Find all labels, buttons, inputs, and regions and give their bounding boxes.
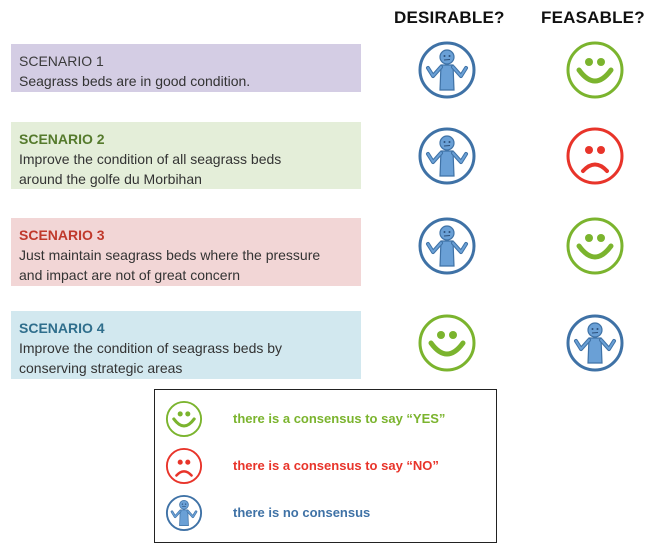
- no-consensus-icon: [417, 40, 477, 100]
- scenario-description-line: Seagrass beds are in good condition.: [19, 73, 251, 89]
- scenario-title: SCENARIO 4: [19, 320, 105, 336]
- desirable-column-header: DESIRABLE?: [394, 8, 505, 27]
- legend-label-none: there is no consensus: [233, 505, 371, 520]
- legend-label-yes: there is a consensus to say “YES”: [233, 411, 446, 426]
- no-consensus-icon: [417, 126, 477, 186]
- scenario-title: SCENARIO 2: [19, 131, 105, 147]
- scenario-1-box: SCENARIO 1 Seagrass beds are in good con…: [11, 44, 361, 92]
- scenario-description-line: and impact are not of great concern: [19, 267, 241, 283]
- scenario-4-box: SCENARIO 4 Improve the condition of seag…: [11, 311, 361, 379]
- scenario-description-line: Improve the condition of all seagrass be…: [19, 151, 282, 167]
- legend-box: there is a consensus to say “YES” there …: [154, 389, 497, 543]
- scenario-description-line: Just maintain seagrass beds where the pr…: [19, 247, 321, 263]
- no-consensus-no-icon: [165, 447, 203, 485]
- legend-item-none: there is no consensus: [165, 494, 485, 534]
- no-consensus-icon: [165, 494, 203, 532]
- no-consensus-icon: [417, 216, 477, 276]
- legend-label-no: there is a consensus to say “NO”: [233, 458, 439, 473]
- scenario-description-line: around the golfe du Morbihan: [19, 171, 202, 187]
- no-consensus-no-icon: [565, 126, 625, 186]
- scenario-description-line: Improve the condition of seagrass beds b…: [19, 340, 283, 356]
- scenario-2-box: SCENARIO 2 Improve the condition of all …: [11, 122, 361, 189]
- yes-consensus-icon: [565, 40, 625, 100]
- yes-consensus-icon: [417, 313, 477, 373]
- scenario-title: SCENARIO 3: [19, 227, 105, 243]
- no-consensus-icon: [565, 313, 625, 373]
- yes-consensus-icon: [165, 400, 203, 438]
- yes-consensus-icon: [565, 216, 625, 276]
- legend-item-no: there is a consensus to say “NO”: [165, 447, 485, 487]
- scenario-description-line: conserving strategic areas: [19, 360, 183, 376]
- feasable-column-header: FEASABLE?: [541, 8, 645, 27]
- scenario-3-box: SCENARIO 3 Just maintain seagrass beds w…: [11, 218, 361, 286]
- legend-item-yes: there is a consensus to say “YES”: [165, 400, 485, 440]
- scenario-title: SCENARIO 1: [19, 53, 104, 69]
